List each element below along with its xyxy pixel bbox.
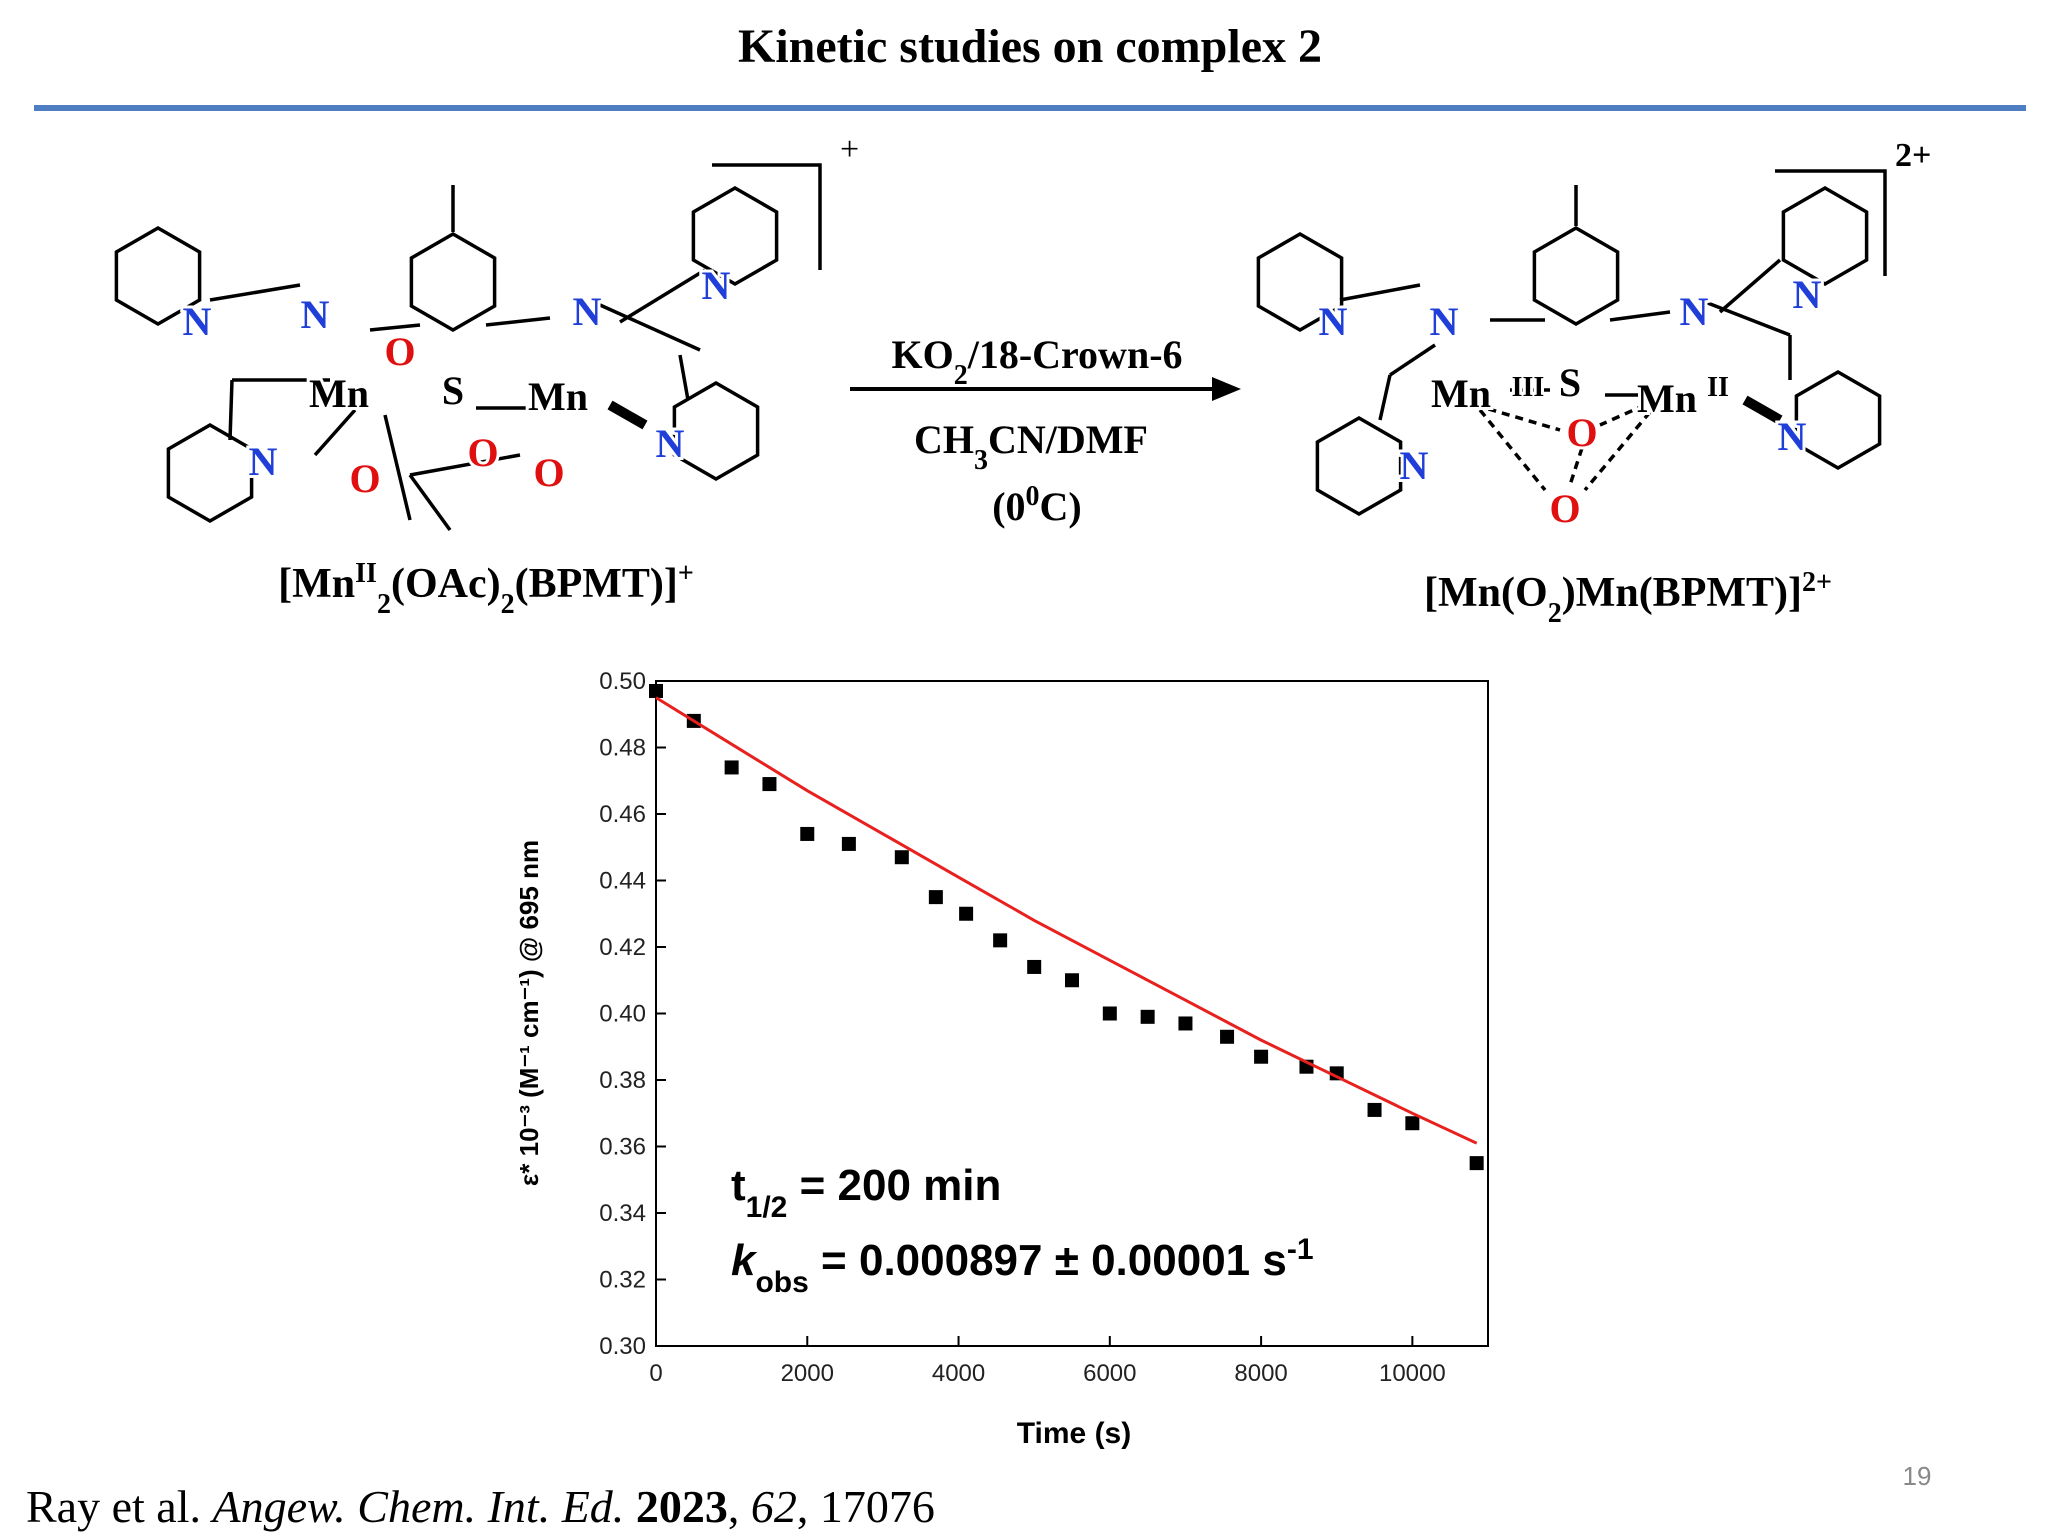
ring bbox=[672, 380, 760, 482]
data-point bbox=[1140, 1009, 1155, 1024]
data-point bbox=[894, 850, 909, 865]
data-point bbox=[1254, 1049, 1269, 1064]
solvent: CH3CN/DMF bbox=[914, 417, 1148, 476]
atom-label: Mn bbox=[1431, 371, 1491, 416]
data-point bbox=[762, 777, 777, 792]
x-tick-label: 10000 bbox=[1379, 1360, 1446, 1387]
ring bbox=[1781, 185, 1869, 287]
data-point bbox=[1367, 1102, 1382, 1117]
x-tick-label: 8000 bbox=[1234, 1360, 1287, 1387]
ring bbox=[1256, 231, 1344, 333]
atom-label: N bbox=[1680, 289, 1709, 334]
data-point bbox=[1405, 1116, 1420, 1131]
atom-label: N bbox=[656, 421, 685, 466]
y-tick-label: 0.40 bbox=[599, 1001, 646, 1028]
ring bbox=[691, 185, 779, 287]
y-tick-label: 0.34 bbox=[599, 1200, 646, 1227]
fit-curve bbox=[655, 696, 1478, 1145]
atom-label: Mn bbox=[309, 371, 369, 416]
y-tick-label: 0.42 bbox=[599, 934, 646, 961]
x-tick-label: 0 bbox=[649, 1360, 662, 1387]
reagent: KO2/18-Crown-6 bbox=[891, 332, 1182, 391]
ring bbox=[1315, 415, 1403, 517]
atom-label: N bbox=[1400, 443, 1429, 488]
atom-label: N bbox=[702, 263, 731, 308]
atom-label: N bbox=[1778, 414, 1807, 459]
data-point bbox=[1065, 973, 1079, 988]
atom-label: N bbox=[301, 292, 330, 337]
citation: Ray et al. Angew. Chem. Int. Ed. 2023, 6… bbox=[26, 1481, 935, 1532]
atom-label: N bbox=[183, 299, 212, 344]
data-point bbox=[928, 890, 943, 905]
atom-label: O bbox=[533, 450, 564, 495]
charge: + bbox=[840, 131, 859, 168]
atom-label: N bbox=[573, 289, 602, 334]
bonds bbox=[209, 163, 1887, 532]
data-point bbox=[959, 906, 974, 921]
y-tick-label: 0.48 bbox=[599, 735, 646, 762]
slide-title: Kinetic studies on complex 2 bbox=[738, 20, 1322, 73]
atom-label: O bbox=[1549, 486, 1580, 531]
data-point bbox=[993, 933, 1008, 948]
annotation: t1/2 = 200 min bbox=[731, 1161, 1001, 1224]
data-point bbox=[1220, 1029, 1235, 1044]
y-tick-label: 0.38 bbox=[599, 1067, 646, 1094]
reaction-scheme: + 2+ KO2/18-Crown-6 CH3CN/DMF (00C) [MnI… bbox=[114, 131, 1931, 629]
y-tick-label: 0.50 bbox=[599, 668, 646, 695]
atom-label: N bbox=[249, 439, 278, 484]
x-axis-label: Time (s) bbox=[1017, 1417, 1131, 1450]
data-point bbox=[1469, 1156, 1484, 1171]
atom-label: Mn bbox=[1637, 376, 1697, 421]
charge: 2+ bbox=[1895, 137, 1931, 174]
atom-label: O bbox=[384, 329, 415, 374]
atom-label: N bbox=[1793, 272, 1822, 317]
x-tick-label: 6000 bbox=[1083, 1360, 1136, 1387]
atom-label: II bbox=[1707, 372, 1729, 403]
ring bbox=[409, 231, 497, 333]
plot-frame bbox=[655, 680, 1489, 1347]
y-tick-label: 0.32 bbox=[599, 1267, 646, 1294]
atom-label: S bbox=[1559, 360, 1581, 405]
x-tick-label: 4000 bbox=[932, 1360, 985, 1387]
data-point bbox=[841, 836, 856, 851]
data-point bbox=[724, 760, 739, 775]
data-point bbox=[649, 683, 663, 698]
y-tick-label: 0.30 bbox=[599, 1333, 646, 1360]
ring bbox=[114, 225, 202, 327]
atom-label: S bbox=[442, 368, 464, 413]
reactant-name: [MnII2(OAc)2(BPMT)]+ bbox=[278, 558, 694, 620]
y-tick-label: 0.46 bbox=[599, 801, 646, 828]
data-point bbox=[800, 826, 815, 841]
product-name: [Mn(O2)Mn(BPMT)]2+ bbox=[1424, 567, 1832, 629]
temperature: (00C) bbox=[992, 481, 1082, 530]
atom-label: O bbox=[467, 430, 498, 475]
ring bbox=[1532, 225, 1620, 327]
ring bbox=[166, 422, 254, 524]
y-tick-label: 0.44 bbox=[599, 868, 646, 895]
data-point bbox=[1178, 1016, 1193, 1031]
atom-label: O bbox=[349, 456, 380, 501]
annotation: kobs = 0.000897 ± 0.00001 s-1 bbox=[731, 1233, 1314, 1299]
arrow-head bbox=[1212, 377, 1241, 401]
atom-label: N bbox=[1319, 299, 1348, 344]
atom-label: Mn bbox=[528, 374, 588, 419]
atom-label: N bbox=[1430, 299, 1459, 344]
page-number: 19 bbox=[1903, 1461, 1932, 1491]
ring bbox=[1794, 369, 1882, 471]
x-tick-label: 2000 bbox=[781, 1360, 834, 1387]
y-axis-label: ε* 10⁻³ (M⁻¹ cm⁻¹) @ 695 nm bbox=[514, 840, 544, 1186]
data-point bbox=[1027, 959, 1042, 974]
atom-label: III bbox=[1512, 372, 1545, 403]
atom-label: O bbox=[1566, 410, 1597, 455]
data-point bbox=[1102, 1006, 1117, 1021]
y-tick-label: 0.36 bbox=[599, 1134, 646, 1161]
